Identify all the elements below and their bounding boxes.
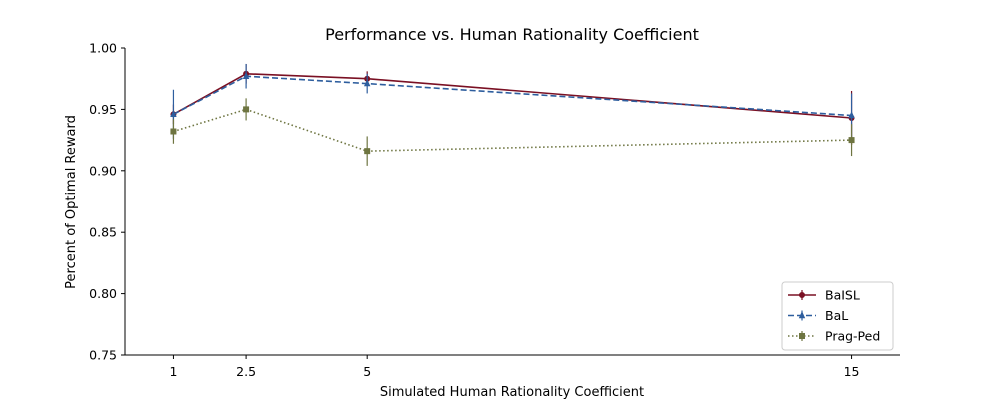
data-point	[242, 71, 250, 79]
data-point	[170, 109, 177, 118]
series-line	[173, 72, 852, 119]
y-tick-label: 1.00	[89, 41, 117, 56]
legend-item: BaL	[788, 308, 848, 323]
legend-label: BaL	[825, 308, 848, 323]
legend-item: BaISL	[788, 288, 860, 303]
x-axis-label: Simulated Human Rationality Coefficient	[380, 385, 644, 400]
series-prag-ped	[170, 98, 855, 166]
x-tick-label: 1	[169, 364, 177, 379]
legend-label: BaISL	[825, 288, 860, 303]
x-tick-label: 5	[363, 364, 371, 379]
legend-box	[781, 281, 894, 351]
data-point	[364, 148, 371, 155]
chart-title: Performance vs. Human Rationality Coeffi…	[325, 25, 699, 44]
data-point	[848, 111, 855, 119]
y-axis-label: Percent of Optimal Reward	[64, 115, 79, 289]
data-point	[363, 79, 371, 87]
y-tick-label: 0.85	[89, 225, 117, 240]
y-ticks: 0.75 0.80 0.85 0.90 0.95 1.00	[89, 41, 125, 363]
data-point	[848, 137, 855, 144]
data-point	[170, 128, 177, 135]
x-tick-label: 2.5	[236, 364, 256, 379]
axes	[124, 48, 900, 356]
legend-item: Prag-Ped	[788, 329, 880, 344]
y-tick-label: 0.80	[89, 286, 117, 301]
x-ticks: 1 2.5 5 15	[169, 355, 860, 379]
y-tick-label: 0.95	[89, 102, 117, 117]
legend-label: Prag-Ped	[825, 329, 880, 344]
x-tick-label: 15	[844, 364, 860, 379]
series-baisl	[170, 63, 855, 146]
legend-marker	[798, 311, 806, 319]
legend: BaISL BaL Prag-Ped	[781, 281, 894, 351]
data-point	[243, 106, 250, 113]
legend-marker	[799, 332, 806, 339]
series-line	[173, 75, 852, 117]
series-layer	[170, 63, 855, 166]
y-tick-label: 0.75	[89, 348, 117, 363]
y-tick-label: 0.90	[89, 163, 117, 178]
legend-marker	[799, 291, 806, 298]
series-line	[173, 108, 852, 152]
